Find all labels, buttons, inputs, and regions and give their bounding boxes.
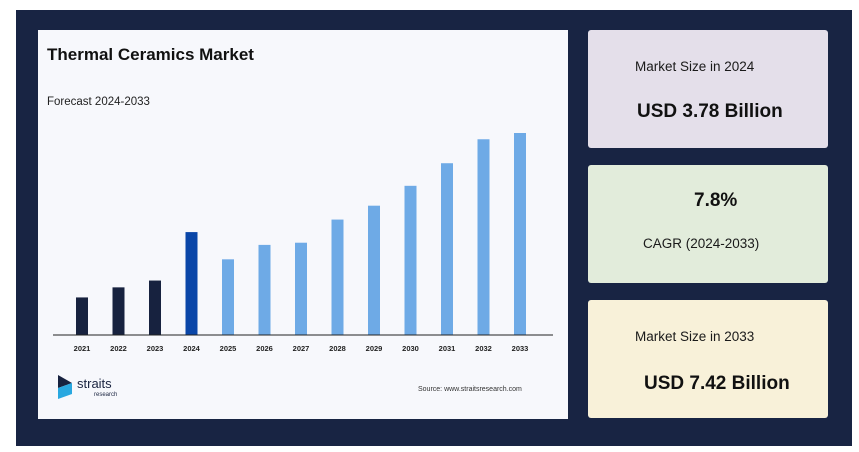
x-tick-label: 2024 [183, 344, 201, 353]
bar-2025 [222, 259, 234, 335]
x-tick-label: 2033 [512, 344, 529, 353]
x-tick-label: 2025 [220, 344, 237, 353]
chart-panel: Thermal Ceramics Market Forecast 2024-20… [38, 30, 568, 419]
bar-2027 [295, 242, 307, 335]
card-label: Market Size in 2033 [635, 329, 755, 344]
card-value: USD 7.42 Billion [644, 373, 790, 394]
x-tick-label: 2022 [110, 344, 127, 353]
chart-title: Thermal Ceramics Market [47, 45, 254, 64]
logo-sub: research [94, 392, 118, 398]
bar-2023 [149, 280, 161, 335]
bar-2032 [477, 139, 490, 335]
x-tick-label: 2030 [402, 344, 419, 353]
x-tick-label: 2028 [329, 344, 346, 353]
source-note: Source: www.straitsresearch.com [418, 386, 522, 393]
bar-2031 [441, 163, 453, 335]
bar-2026 [258, 244, 271, 335]
bar-2033 [514, 133, 526, 335]
market-size-2024-card: Market Size in 2024 USD 3.78 Billion [588, 30, 828, 148]
card-value: USD 3.78 Billion [637, 101, 783, 122]
chart-subtitle: Forecast 2024-2033 [47, 96, 150, 108]
bar-2030 [404, 185, 417, 335]
x-tick-label: 2032 [475, 344, 492, 353]
x-tick-label: 2021 [74, 344, 91, 353]
card-value: 7.8% [694, 190, 738, 211]
x-tick-label: 2023 [147, 344, 164, 353]
market-size-2033-card: Market Size in 2033 USD 7.42 Billion [588, 300, 828, 418]
bar-2029 [368, 205, 380, 335]
logo-name: straits [77, 376, 112, 391]
cagr-card: 7.8% CAGR (2024-2033) [588, 165, 828, 283]
bar-2024 [185, 232, 198, 335]
x-tick-label: 2031 [439, 344, 456, 353]
card-label: Market Size in 2024 [635, 59, 755, 74]
x-tick-label: 2029 [366, 344, 383, 353]
bar-2022 [112, 287, 125, 335]
straits-logo: straits research [58, 375, 138, 405]
bar-2028 [331, 219, 344, 335]
bar-2021 [76, 297, 88, 335]
card-label: CAGR (2024-2033) [643, 236, 760, 251]
bar-chart: 2021 2022 2023 2024 2025 2026 2027 2028 2029 2030… [53, 133, 553, 353]
straits-logo-icon [58, 375, 72, 399]
x-tick-label: 2027 [293, 344, 310, 353]
x-tick-label: 2026 [256, 344, 273, 353]
